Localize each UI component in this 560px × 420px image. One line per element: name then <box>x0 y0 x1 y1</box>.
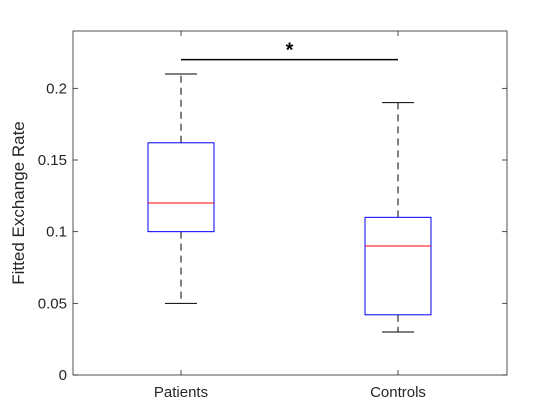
y-axis-label: Fitted Exchange Rate <box>9 121 28 284</box>
significance-annotation: * <box>181 40 398 62</box>
y-tick-label: 0.15 <box>38 152 67 169</box>
y-tick-label: 0.1 <box>46 224 67 241</box>
interquartile-box <box>364 216 432 316</box>
y-tick-label: 0.05 <box>38 295 67 312</box>
x-axis: Patients Controls <box>154 31 426 401</box>
x-tick-label-controls: Controls <box>370 384 426 401</box>
y-tick-label: 0 <box>59 367 67 384</box>
box-patients <box>147 73 215 304</box>
y-tick-label: 0.2 <box>46 80 67 97</box>
interquartile-box <box>147 142 215 233</box>
box-controls <box>364 102 432 333</box>
significance-star: * <box>286 40 294 62</box>
plot-area-frame <box>72 30 508 376</box>
boxes <box>147 73 432 333</box>
x-tick-label-patients: Patients <box>154 384 208 401</box>
y-axis: 0 0.05 0.1 0.15 0.2 <box>38 80 507 384</box>
